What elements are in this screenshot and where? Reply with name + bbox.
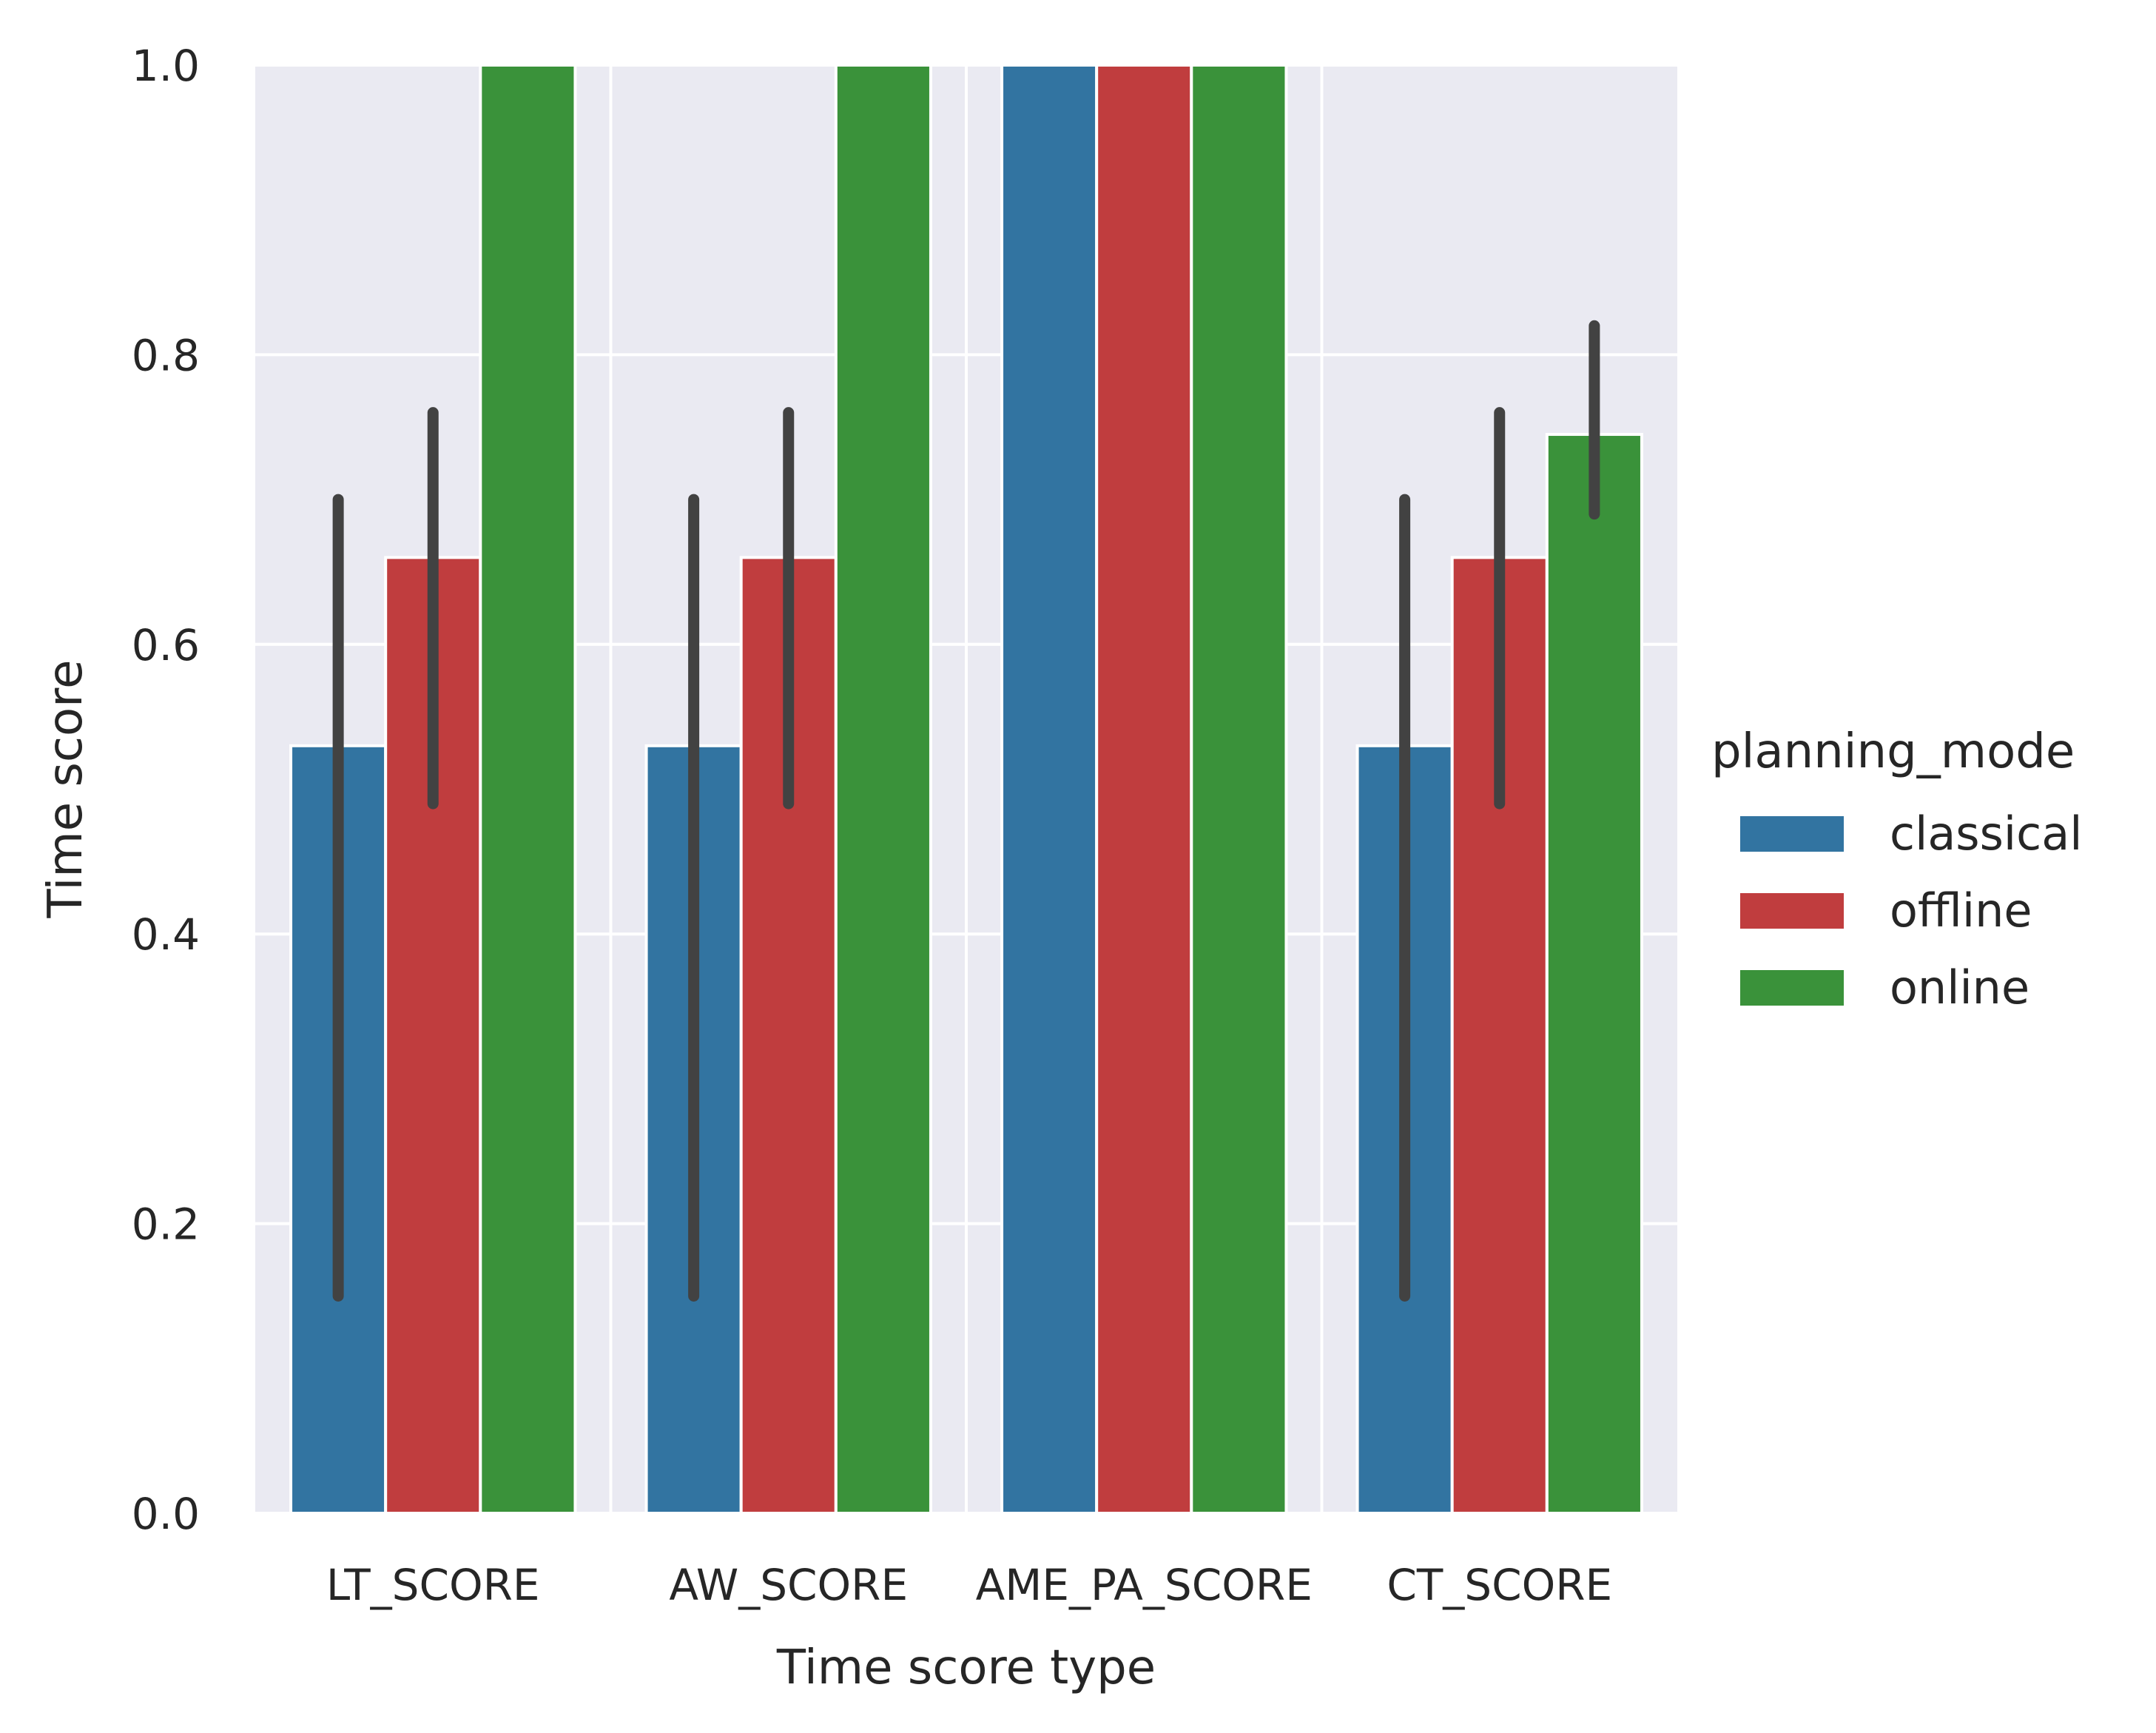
legend-swatch-classical bbox=[1740, 816, 1844, 852]
x-tick-label: AW_SCORE bbox=[669, 1560, 908, 1610]
y-tick-label: 0.0 bbox=[132, 1489, 200, 1539]
legend-swatch-offline bbox=[1740, 893, 1844, 929]
bar-online-ame_pa_score bbox=[1190, 64, 1288, 1515]
x-tick-label: CT_SCORE bbox=[1387, 1560, 1612, 1610]
y-axis-label: Time score bbox=[38, 660, 93, 919]
bar-classical-ame_pa_score bbox=[1000, 64, 1099, 1515]
legend-label-classical: classical bbox=[1890, 807, 2082, 861]
legend-title: planning_mode bbox=[1711, 724, 2075, 779]
x-tick-label: LT_SCORE bbox=[326, 1560, 540, 1610]
error-bars bbox=[332, 320, 1600, 1302]
y-tick-label: 0.8 bbox=[132, 330, 200, 380]
y-axis-ticks: 0.0 0.2 0.4 0.6 0.8 1.0 bbox=[132, 41, 200, 1539]
bars bbox=[289, 64, 1643, 1515]
legend-swatch-online bbox=[1740, 970, 1844, 1006]
x-axis-label: Time score type bbox=[776, 1641, 1156, 1695]
bar-online-ct_score bbox=[1545, 433, 1643, 1515]
bar-offline-ame_pa_score bbox=[1095, 64, 1193, 1515]
legend-label-offline: offline bbox=[1890, 884, 2032, 938]
bar-online-lt_score bbox=[479, 64, 577, 1515]
y-tick-label: 0.6 bbox=[132, 620, 200, 670]
legend: planning_mode classical offline online bbox=[1711, 724, 2082, 1014]
y-tick-label: 0.2 bbox=[132, 1199, 200, 1250]
x-tick-label: AME_PA_SCORE bbox=[976, 1560, 1313, 1610]
legend-label-online: online bbox=[1890, 960, 2029, 1014]
y-tick-label: 0.4 bbox=[132, 909, 200, 960]
bar-online-aw_score bbox=[834, 64, 932, 1515]
x-axis-ticks: LT_SCORE AW_SCORE AME_PA_SCORE CT_SCORE bbox=[326, 1560, 1612, 1610]
y-tick-label: 1.0 bbox=[132, 41, 200, 91]
